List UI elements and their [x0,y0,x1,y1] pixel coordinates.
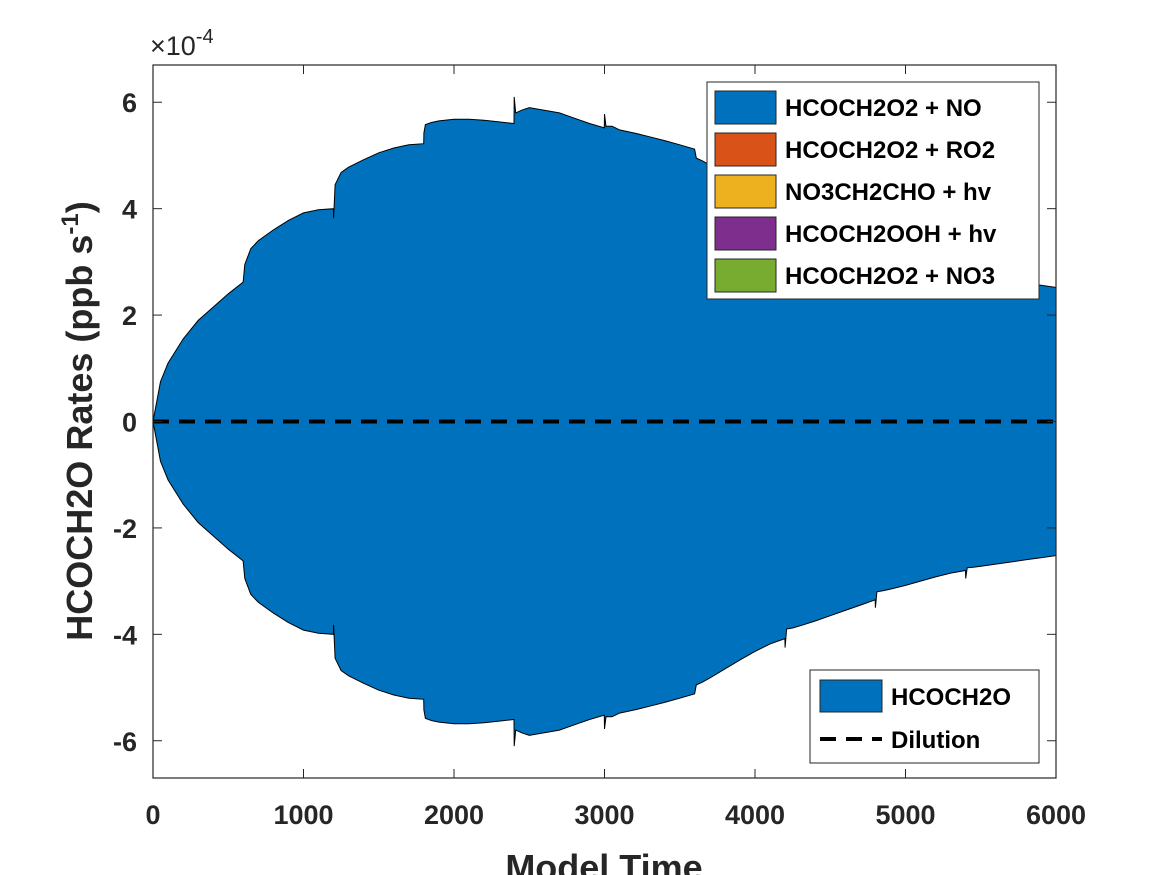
legend-loss: HCOCH2O Dilution [809,669,1040,764]
y-tick-label: -6 [113,727,137,757]
x-tick-label: 0 [145,800,160,830]
y-axis-title: HCOCH2O Rates (ppb s-1) [57,201,100,640]
legend-label: HCOCH2O2 + NO3 [785,263,995,290]
legend-label: HCOCH2O2 + NO [785,95,982,122]
x-axis-title: Model Time [505,847,702,875]
x-tick-label: 4000 [725,800,785,830]
y-tick-label: -2 [113,514,137,544]
legend-swatch [819,679,883,713]
legend-swatch [714,132,777,167]
y-tick-label: 6 [122,88,137,118]
x-tick-label: 1000 [273,800,333,830]
legend-label: HCOCH2O [891,684,1011,711]
y-tick-label: 4 [122,195,137,225]
y-tick-label: -4 [113,620,137,650]
x-tick-label: 5000 [875,800,935,830]
legend-swatch [714,216,777,251]
y-exponent: ×10-4 [150,26,214,61]
legend-swatch [714,90,777,125]
x-tick-label: 6000 [1026,800,1086,830]
y-tick-label: 0 [122,408,137,438]
legend-label: NO3CH2CHO + hv [785,179,992,206]
legend-label: HCOCH2O2 + RO2 [785,137,995,164]
legend-production: HCOCH2O2 + NO HCOCH2O2 + RO2 NO3CH2CHO + h… [706,81,1040,300]
legend-swatch [714,258,777,293]
legend-label: HCOCH2OOH + hv [785,221,997,248]
x-tick-label: 3000 [574,800,634,830]
legend-label: Dilution [891,727,980,754]
x-tick-label: 2000 [424,800,484,830]
tick-layer: 0 1000 2000 3000 4000 5000 6000 -6 -4 -2 0 2 4 6 [113,65,1086,830]
legend-swatch [714,174,777,209]
y-tick-label: 2 [122,301,137,331]
